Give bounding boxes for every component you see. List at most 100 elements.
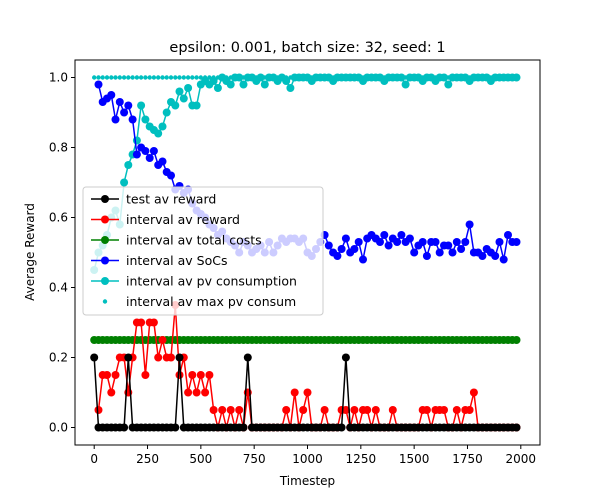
series-5-point	[104, 75, 110, 80]
series-3-point	[350, 245, 359, 253]
series-3-point	[111, 115, 120, 124]
series-3-point	[512, 238, 521, 246]
series-4-point	[171, 101, 180, 110]
series-3-point	[145, 154, 154, 162]
series-5-point	[130, 75, 135, 80]
series-1-point	[388, 406, 397, 414]
series-1-point	[201, 388, 210, 397]
series-3-point	[141, 147, 150, 155]
series-4-point	[209, 77, 218, 85]
series-1-point	[103, 371, 111, 379]
series-3-point	[94, 80, 103, 89]
series-1-point	[422, 406, 431, 414]
series-1-point	[371, 406, 380, 414]
series-1-point	[184, 388, 193, 397]
series-0-point	[341, 353, 350, 362]
series-5-point	[109, 75, 114, 80]
y-tick-label: 0.2	[49, 351, 68, 365]
series-1-point	[465, 406, 474, 414]
legend-swatch-marker	[102, 299, 108, 304]
series-3-point	[422, 252, 431, 260]
series-1-point	[205, 371, 214, 379]
series-3-point	[452, 238, 461, 246]
series-5-point	[190, 75, 195, 80]
series-0	[90, 353, 521, 432]
series-4-point	[260, 80, 269, 89]
series-5-point	[160, 75, 165, 80]
y-tick-label: 1.0	[49, 71, 68, 85]
y-axis-label: Average Reward	[23, 203, 37, 301]
series-4-point	[179, 94, 188, 103]
series-0-point	[239, 423, 248, 432]
series-0-point	[120, 423, 129, 432]
x-axis-label: Timestep	[279, 474, 335, 488]
series-3-point	[384, 241, 393, 250]
series-5-point	[181, 75, 186, 80]
legend: test av reward interval av reward interval…	[82, 186, 324, 316]
series-4-point	[397, 73, 406, 82]
series-4-point	[175, 87, 184, 96]
series-1-point	[235, 406, 244, 414]
series-1-point	[350, 406, 359, 414]
series-0-point	[90, 353, 99, 362]
series-3-point	[393, 238, 402, 246]
series-3-point	[435, 248, 444, 257]
series-4-point	[192, 101, 201, 110]
series-4-point	[286, 84, 295, 92]
series-3-point	[431, 238, 440, 246]
series-3-point	[167, 171, 175, 180]
x-tick-label: 250	[136, 452, 159, 466]
series-0-point	[512, 423, 521, 432]
legend-label: interval av reward	[126, 212, 240, 227]
x-tick-label: 1250	[346, 452, 377, 466]
series-1-point	[218, 406, 227, 414]
series-4-point	[401, 80, 410, 89]
x-axis: 0 250 500 750 1000 1250 1500 1750 2000	[90, 445, 536, 466]
series-4-point	[256, 73, 265, 82]
series-4-point	[184, 84, 193, 92]
series-1-point	[341, 406, 350, 414]
series-4-point	[282, 77, 291, 85]
series-4-point	[137, 101, 146, 110]
series-1-point	[167, 353, 175, 362]
series-1-point	[196, 371, 205, 379]
series-1-point	[320, 406, 329, 414]
y-tick-label: 0.6	[49, 211, 68, 225]
series-1-point	[188, 371, 197, 379]
series-3-point	[405, 234, 414, 243]
series-4-point	[120, 178, 129, 187]
series-3-point	[124, 101, 133, 110]
series-5-point	[185, 75, 191, 80]
series-3-point	[444, 241, 453, 250]
series-3-point	[461, 238, 470, 246]
series-1-point	[363, 406, 372, 414]
series-5-point	[143, 75, 148, 80]
series-2	[90, 336, 521, 344]
series-4-point	[226, 80, 235, 89]
legend-label: interval av max pv consum	[126, 294, 296, 309]
y-tick-label: 0.8	[49, 141, 68, 155]
series-3-point	[115, 98, 124, 106]
series-3-point	[324, 241, 333, 250]
legend-item: interval av max pv consum	[102, 294, 296, 309]
series-3-point	[158, 157, 167, 166]
legend-swatch-marker	[101, 277, 109, 285]
series-4-point	[213, 84, 222, 92]
legend-item: interval av SoCs	[91, 253, 227, 268]
series-1-point	[440, 406, 448, 414]
series-1-point	[107, 388, 116, 397]
series-1-point	[149, 318, 158, 327]
y-tick-label: 0.0	[49, 421, 68, 435]
series-4-point	[444, 80, 453, 89]
series-1-point	[154, 353, 163, 362]
series-5-point	[156, 75, 161, 80]
series-3-point	[457, 245, 466, 253]
series-1	[94, 301, 521, 432]
x-tick-label: 500	[189, 452, 212, 466]
series-3-point	[333, 252, 342, 260]
series-3-point	[354, 238, 363, 246]
series-3-point	[491, 252, 500, 260]
series-5-point	[194, 75, 199, 80]
series-3-point	[478, 252, 487, 260]
x-tick-label: 0	[90, 452, 98, 466]
